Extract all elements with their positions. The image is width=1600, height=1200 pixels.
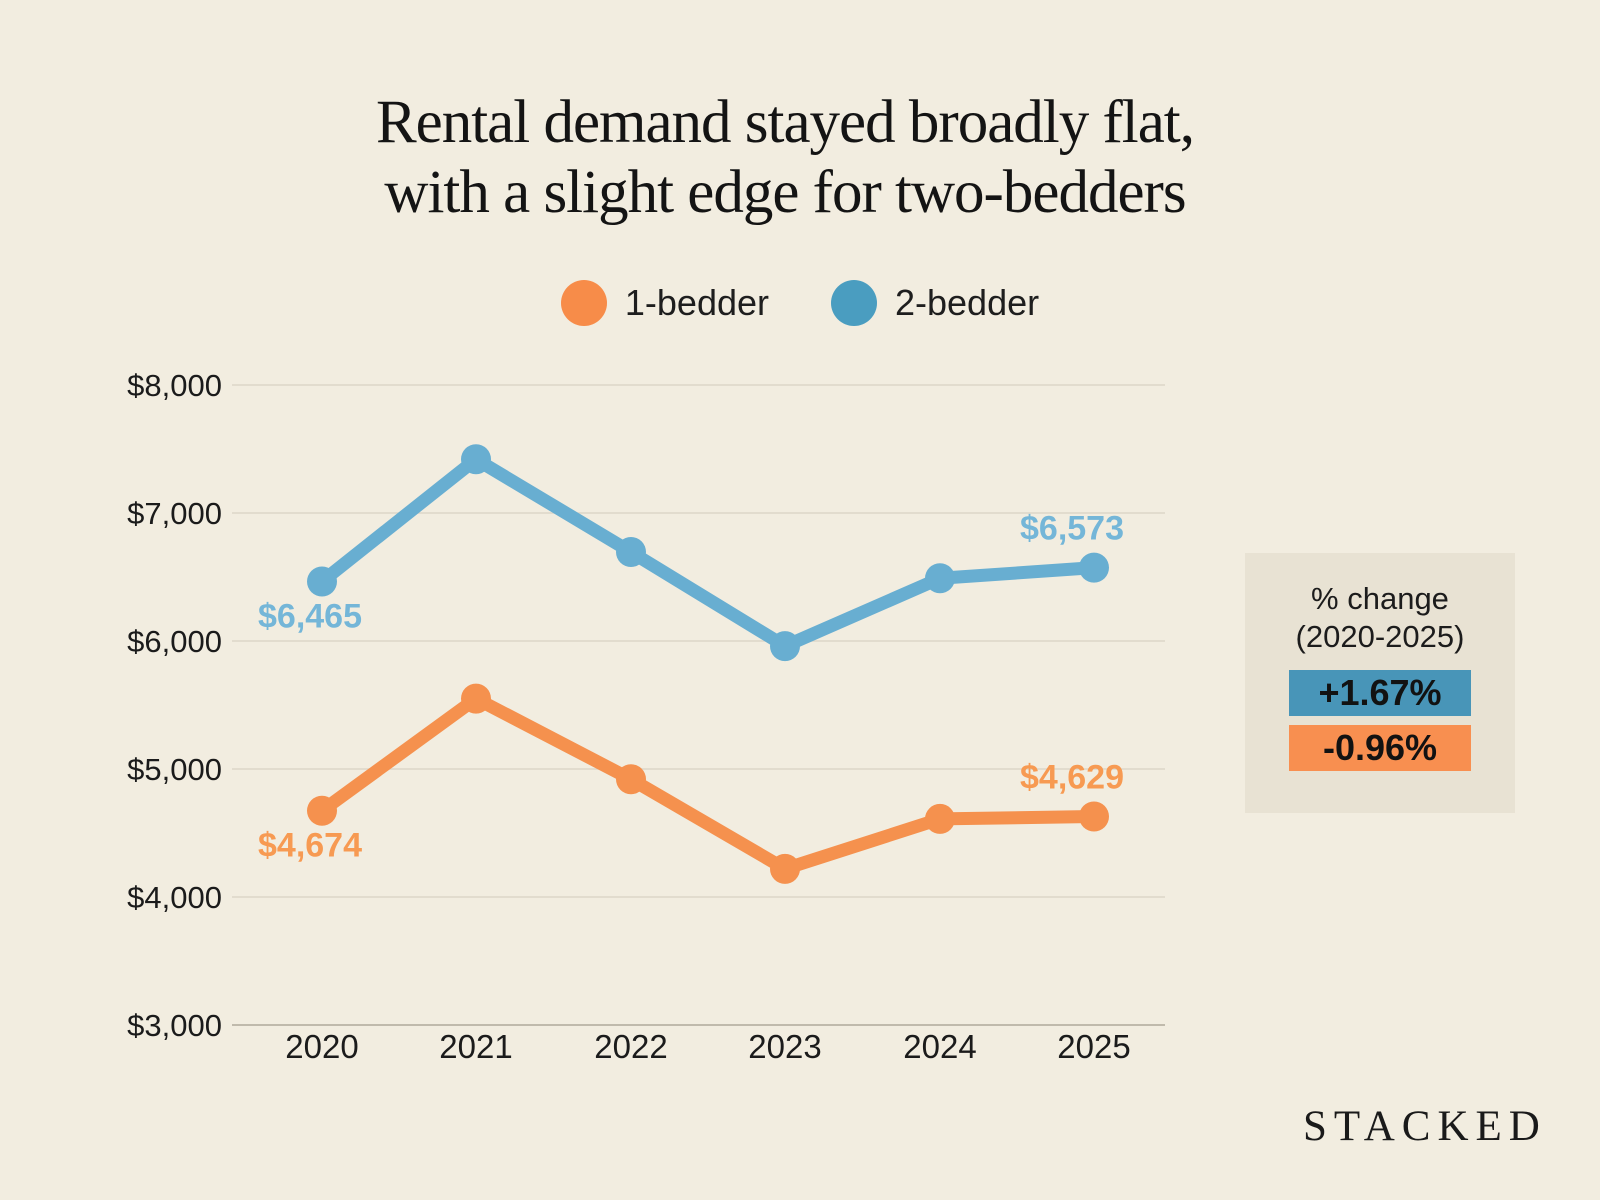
data-point-2-bedder-2024 — [925, 563, 955, 594]
chart-title-line2: with a slight edge for two-bedders — [384, 159, 1186, 226]
data-point-1-bedder-2024 — [925, 803, 955, 834]
y-axis-label: $5,000 — [127, 752, 222, 787]
data-label-first-2-bedder: $6,465 — [258, 597, 362, 635]
data-point-1-bedder-2023 — [770, 853, 800, 884]
percent-change-badge-1-bedder: -0.96% — [1289, 725, 1471, 771]
legend-label-2-bedder: 2-bedder — [895, 282, 1040, 323]
x-axis-label: 2020 — [285, 1028, 358, 1065]
series-line-2-bedder — [315, 452, 1101, 653]
legend-item-1-bedder: 1-bedder — [560, 280, 769, 326]
series-line-1-bedder — [315, 692, 1101, 876]
legend-label-1-bedder: 1-bedder — [624, 282, 769, 323]
legend: 1-bedder 2-bedder — [0, 280, 1600, 326]
legend-item-2-bedder: 2-bedder — [831, 280, 1039, 326]
data-label-last-1-bedder: $4,629 — [1020, 758, 1124, 796]
stacked-logo: STACKED — [1303, 1103, 1547, 1150]
data-point-2-bedder-2023 — [770, 631, 800, 662]
x-axis-label: 2025 — [1057, 1028, 1130, 1065]
y-axis-label: $7,000 — [127, 496, 222, 531]
chart-title: Rental demand stayed broadly flat, with … — [0, 88, 1570, 228]
x-axis-label: 2024 — [903, 1028, 976, 1065]
data-label-first-1-bedder: $4,674 — [258, 827, 362, 865]
x-axis-label: 2021 — [439, 1028, 512, 1065]
data-point-1-bedder-2021 — [461, 683, 491, 714]
data-point-1-bedder-2022 — [616, 764, 646, 795]
data-point-2-bedder-2025 — [1079, 552, 1109, 583]
percent-change-panel: % change (2020-2025) +1.67% -0.96% — [1245, 553, 1515, 813]
data-point-1-bedder-2025 — [1079, 801, 1109, 832]
x-axis-label: 2022 — [594, 1028, 667, 1065]
data-point-2-bedder-2021 — [461, 444, 491, 475]
x-axis-label: 2023 — [748, 1028, 821, 1065]
y-axis-label: $8,000 — [127, 368, 222, 403]
y-axis-label: $4,000 — [127, 880, 222, 915]
y-axis-label: $6,000 — [127, 624, 222, 659]
percent-change-badge-2-bedder: +1.67% — [1289, 670, 1471, 716]
chart-title-line1: Rental demand stayed broadly flat, — [375, 89, 1195, 156]
data-point-1-bedder-2020 — [307, 795, 337, 826]
data-point-2-bedder-2022 — [616, 537, 646, 568]
y-axis-label: $3,000 — [127, 1008, 222, 1043]
legend-dot-2-bedder — [831, 280, 877, 326]
percent-change-heading-line1: % change — [1311, 581, 1449, 616]
percent-change-heading-line2: (2020-2025) — [1295, 619, 1465, 654]
data-point-2-bedder-2020 — [307, 566, 337, 597]
legend-dot-1-bedder — [560, 280, 607, 326]
data-label-last-2-bedder: $6,573 — [1020, 510, 1124, 548]
